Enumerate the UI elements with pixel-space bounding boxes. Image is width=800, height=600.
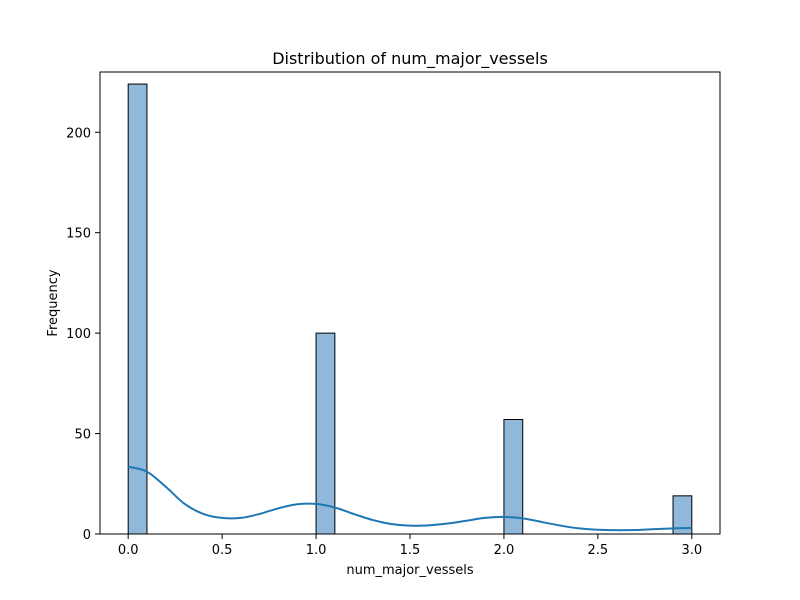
y-axis-ticks: 0 50 100 150 200 — [66, 126, 100, 543]
x-axis-ticks: 0.0 0.5 1.0 1.5 2.0 2.5 3.0 — [118, 534, 702, 558]
y-tick-label: 150 — [66, 227, 91, 242]
x-tick-label: 2.5 — [588, 543, 609, 558]
kde-line — [127, 465, 692, 532]
x-tick-label: 2.0 — [494, 543, 515, 558]
y-tick-label: 200 — [66, 126, 91, 141]
plot-frame — [99, 71, 721, 535]
chart-title: Distribution of num_major_vessels — [272, 49, 548, 69]
x-tick-label: 0.0 — [118, 543, 139, 558]
y-tick-label: 50 — [74, 428, 91, 443]
y-tick-label: 100 — [66, 327, 91, 342]
kde-group — [127, 465, 692, 532]
y-tick-label: 0 — [83, 528, 91, 543]
x-tick-label: 1.0 — [306, 543, 327, 558]
x-tick-label: 1.5 — [400, 543, 421, 558]
x-axis-label: num_major_vessels — [346, 563, 474, 578]
y-axis-label: Frequency — [46, 269, 61, 336]
x-tick-label: 0.5 — [212, 543, 233, 558]
x-tick-label: 3.0 — [681, 543, 702, 558]
bars-group — [127, 83, 693, 535]
